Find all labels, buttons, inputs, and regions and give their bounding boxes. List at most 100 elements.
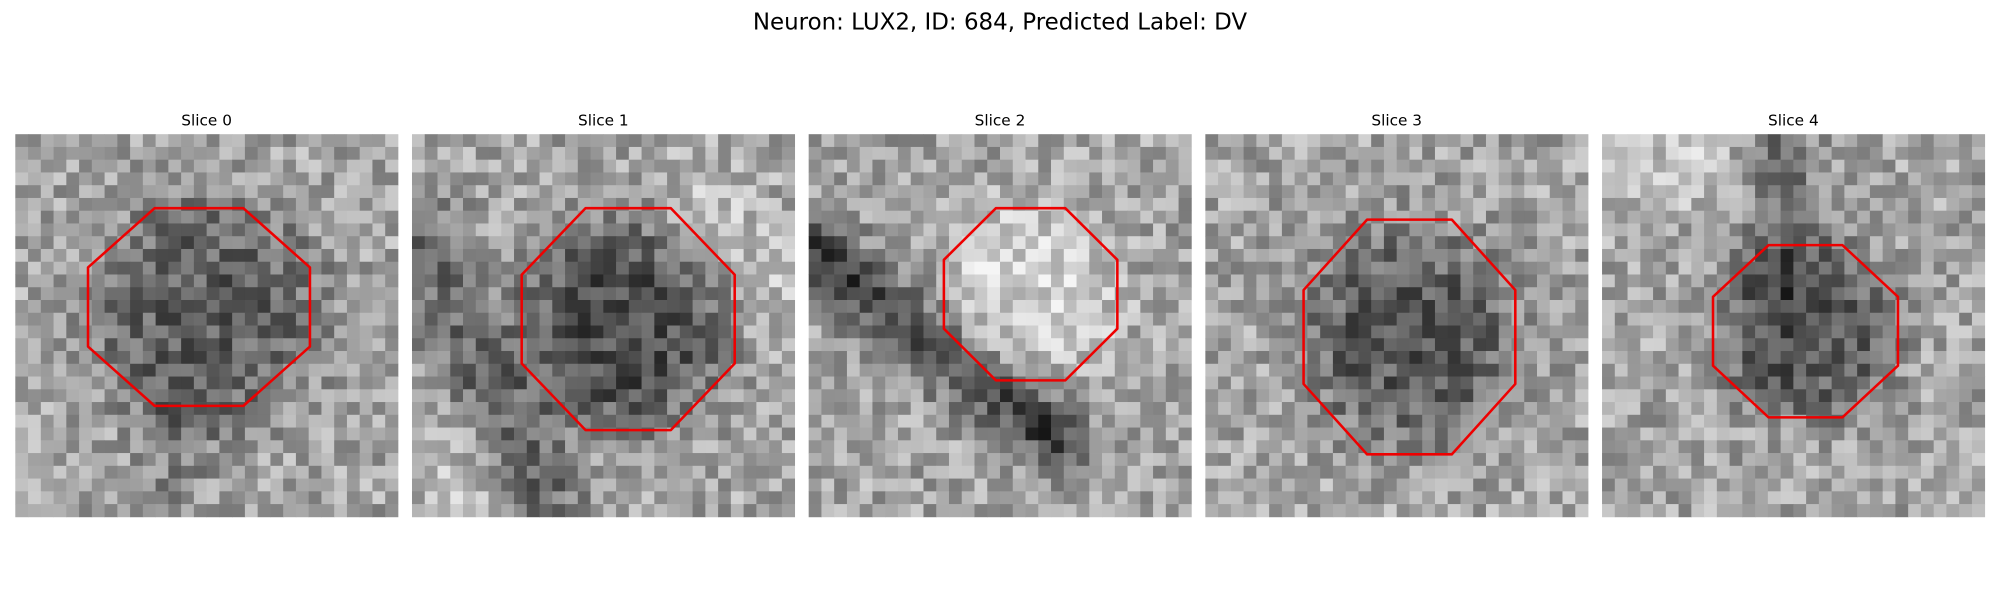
pixel bbox=[628, 389, 642, 403]
pixel bbox=[1691, 146, 1705, 161]
pixel bbox=[130, 440, 144, 454]
pixel bbox=[1332, 376, 1347, 390]
pixel bbox=[1678, 146, 1692, 161]
pixel bbox=[628, 146, 642, 161]
pixel bbox=[385, 312, 399, 326]
pixel bbox=[781, 465, 796, 479]
pixel bbox=[1383, 223, 1398, 237]
pixel bbox=[1908, 325, 1922, 339]
pixel bbox=[1627, 414, 1641, 428]
pixel bbox=[40, 185, 54, 199]
pixel bbox=[1218, 236, 1232, 250]
pixel bbox=[1511, 300, 1525, 314]
pixel bbox=[1038, 414, 1052, 428]
pixel bbox=[654, 287, 668, 301]
pixel bbox=[219, 453, 233, 467]
pixel bbox=[667, 478, 681, 492]
pixel bbox=[1959, 287, 1973, 301]
pixel bbox=[117, 312, 131, 326]
pixel bbox=[1755, 134, 1769, 148]
pixel bbox=[769, 248, 783, 263]
pixel bbox=[885, 427, 899, 441]
pixel bbox=[1498, 491, 1512, 505]
pixel bbox=[1767, 261, 1781, 275]
pixel bbox=[1358, 491, 1372, 505]
pixel bbox=[1205, 414, 1219, 428]
pixel bbox=[1076, 389, 1090, 403]
pixel bbox=[104, 236, 118, 250]
pixel bbox=[1793, 389, 1807, 403]
pixel bbox=[1793, 185, 1807, 199]
pixel bbox=[1320, 363, 1334, 377]
pixel bbox=[1038, 236, 1052, 250]
pixel bbox=[1498, 465, 1512, 479]
pixel bbox=[834, 427, 848, 441]
pixel bbox=[1127, 338, 1141, 352]
pixel bbox=[1332, 159, 1347, 173]
pixel bbox=[974, 478, 988, 492]
pixel bbox=[1831, 300, 1845, 314]
pixel bbox=[372, 491, 386, 505]
pixel bbox=[1320, 478, 1334, 492]
pixel bbox=[1038, 146, 1052, 161]
pixel bbox=[1396, 134, 1410, 148]
pixel bbox=[1063, 402, 1077, 416]
pixel bbox=[1127, 389, 1141, 403]
pixel bbox=[692, 197, 706, 212]
pixel bbox=[66, 210, 80, 224]
pixel bbox=[283, 312, 297, 326]
pixel bbox=[590, 172, 604, 186]
pixel bbox=[79, 300, 93, 314]
pixel bbox=[730, 134, 745, 148]
pixel bbox=[359, 478, 373, 492]
pixel bbox=[859, 376, 873, 390]
pixel bbox=[142, 197, 156, 212]
pixel bbox=[1755, 491, 1769, 505]
pixel bbox=[40, 134, 54, 148]
pixel bbox=[1920, 287, 1935, 301]
pixel bbox=[781, 440, 796, 454]
pixel bbox=[270, 478, 284, 492]
pixel bbox=[1102, 427, 1116, 441]
pixel bbox=[1205, 248, 1219, 263]
pixel bbox=[1038, 427, 1052, 441]
pixel bbox=[488, 402, 502, 416]
pixel bbox=[219, 185, 233, 199]
pixel bbox=[1806, 363, 1820, 377]
pixel bbox=[1320, 453, 1334, 467]
pixel bbox=[463, 261, 477, 275]
pixel bbox=[859, 414, 873, 428]
pixel bbox=[463, 312, 477, 326]
pixel bbox=[603, 300, 617, 314]
pixel bbox=[654, 376, 668, 390]
pixel bbox=[1178, 312, 1192, 326]
pixel bbox=[974, 185, 988, 199]
pixel bbox=[859, 491, 873, 505]
pixel bbox=[1269, 376, 1283, 390]
pixel bbox=[1627, 402, 1641, 416]
pixel bbox=[1447, 376, 1461, 390]
pixel bbox=[1602, 389, 1616, 403]
pixel bbox=[1025, 376, 1039, 390]
pixel bbox=[1908, 376, 1922, 390]
pixel bbox=[244, 478, 259, 492]
pixel bbox=[1716, 465, 1730, 479]
pixel bbox=[552, 414, 566, 428]
pixel bbox=[1358, 134, 1372, 148]
pixel bbox=[1076, 274, 1090, 288]
pixel bbox=[1665, 427, 1679, 441]
pixel bbox=[1575, 300, 1589, 314]
pixel bbox=[628, 300, 642, 314]
pixel bbox=[730, 287, 745, 301]
pixel bbox=[501, 504, 515, 518]
pixel bbox=[1857, 300, 1871, 314]
pixel bbox=[334, 338, 348, 352]
pixel bbox=[1549, 376, 1563, 390]
pixel bbox=[923, 465, 937, 479]
pixel bbox=[577, 376, 591, 390]
pixel bbox=[897, 134, 912, 148]
pixel bbox=[987, 338, 1001, 352]
pixel bbox=[1971, 414, 1986, 428]
pixel bbox=[1498, 376, 1512, 390]
pixel bbox=[437, 146, 451, 161]
